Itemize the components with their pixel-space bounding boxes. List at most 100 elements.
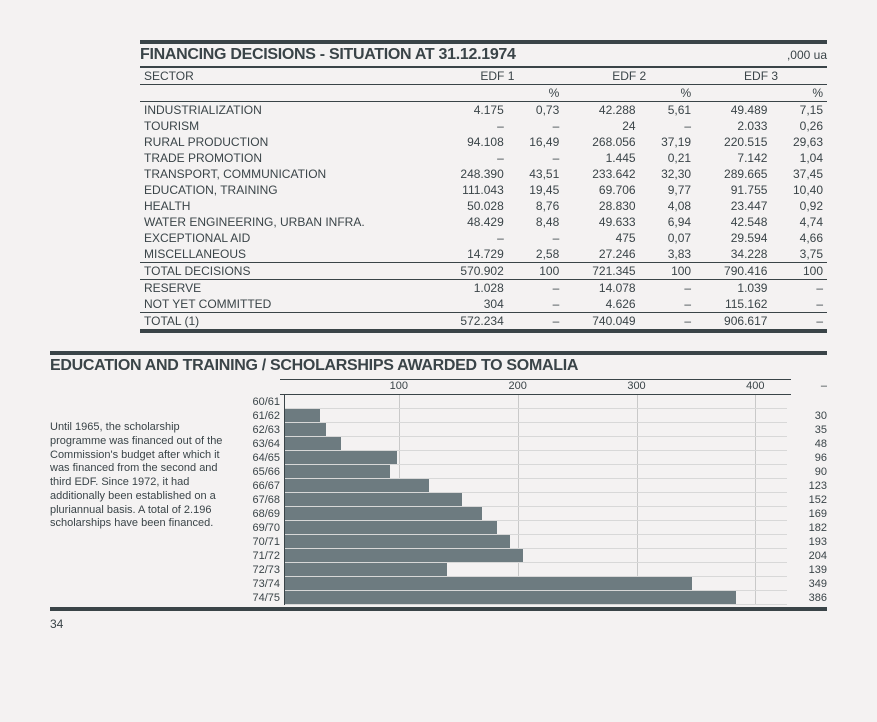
table-row: TRANSPORT, COMMUNICATION 248.39043,51 23… bbox=[140, 166, 827, 182]
cell: 48.429 bbox=[431, 214, 507, 230]
bar-fill bbox=[285, 409, 320, 422]
bar-value: 90 bbox=[787, 465, 827, 479]
bar-fill bbox=[285, 465, 390, 478]
table-row: HEALTH 50.0288,76 28.8304,08 23.4470,92 bbox=[140, 198, 827, 214]
cell: 50.028 bbox=[431, 198, 507, 214]
row-label: EDUCATION, TRAINING bbox=[140, 182, 431, 198]
axis-tick: 400 bbox=[746, 380, 764, 392]
cell: 69.706 bbox=[563, 182, 639, 198]
cell: 906.617 bbox=[695, 313, 771, 329]
cell: – bbox=[431, 230, 507, 246]
bar-value: 169 bbox=[787, 507, 827, 521]
cell: 0,73 bbox=[508, 102, 564, 118]
row-label: RESERVE bbox=[140, 280, 431, 296]
row-label: TOURISM bbox=[140, 118, 431, 134]
chart-axis: 100200300400 bbox=[280, 379, 791, 395]
finance-table-wrap: SECTOR EDF 1 EDF 2 EDF 3 % % % INDUSTRIA… bbox=[140, 68, 827, 333]
cell: – bbox=[771, 296, 827, 312]
cell: 29,63 bbox=[771, 134, 827, 150]
col-sector: SECTOR bbox=[140, 68, 431, 84]
bar-year: 73/74 bbox=[240, 577, 285, 591]
axis-tick: 200 bbox=[508, 380, 526, 392]
table-row: TOURISM –– 24– 2.0330,26 bbox=[140, 118, 827, 134]
bar-track bbox=[285, 521, 787, 535]
bar-year: 74/75 bbox=[240, 591, 285, 605]
row-label: TOTAL DECISIONS bbox=[140, 263, 431, 279]
table-row: MISCELLANEOUS 14.7292,58 27.2463,83 34.2… bbox=[140, 246, 827, 262]
cell: 24 bbox=[563, 118, 639, 134]
bar-track bbox=[285, 423, 787, 437]
bar-value: 204 bbox=[787, 549, 827, 563]
row-label: TRADE PROMOTION bbox=[140, 150, 431, 166]
bar-row: 61/62 30 bbox=[240, 409, 827, 423]
chart-section: EDUCATION AND TRAINING / SCHOLARSHIPS AW… bbox=[50, 351, 827, 611]
bar-track bbox=[285, 563, 787, 577]
cell: 100 bbox=[508, 263, 564, 279]
cell: – bbox=[640, 313, 696, 329]
row-label: MISCELLANEOUS bbox=[140, 246, 431, 262]
cell: – bbox=[508, 313, 564, 329]
bar-row: 65/66 90 bbox=[240, 465, 827, 479]
cell: 4.175 bbox=[431, 102, 507, 118]
bar-fill bbox=[285, 507, 482, 520]
cell: 23.447 bbox=[695, 198, 771, 214]
bar-fill bbox=[285, 423, 326, 436]
cell: 1.039 bbox=[695, 280, 771, 296]
cell: 49.489 bbox=[695, 102, 771, 118]
bar-track bbox=[285, 591, 787, 605]
row-label: TRANSPORT, COMMUNICATION bbox=[140, 166, 431, 182]
bar-track bbox=[285, 409, 787, 423]
cell: 100 bbox=[771, 263, 827, 279]
row-label: INDUSTRIALIZATION bbox=[140, 102, 431, 118]
bar-track bbox=[285, 451, 787, 465]
cell: – bbox=[640, 118, 696, 134]
chart-title: EDUCATION AND TRAINING / SCHOLARSHIPS AW… bbox=[50, 357, 827, 375]
table-title: FINANCING DECISIONS - SITUATION AT 31.12… bbox=[140, 46, 516, 64]
cell: 304 bbox=[431, 296, 507, 312]
bar-fill bbox=[285, 479, 429, 492]
cell: 111.043 bbox=[431, 182, 507, 198]
bar-year: 63/64 bbox=[240, 437, 285, 451]
bar-value: 193 bbox=[787, 535, 827, 549]
cell: 3,83 bbox=[640, 246, 696, 262]
cell: – bbox=[508, 118, 564, 134]
row-label: HEALTH bbox=[140, 198, 431, 214]
cell: 4,66 bbox=[771, 230, 827, 246]
bar-row: 72/73 139 bbox=[240, 563, 827, 577]
bar-row: 62/63 35 bbox=[240, 423, 827, 437]
bar-fill bbox=[285, 437, 341, 450]
cell: 248.390 bbox=[431, 166, 507, 182]
cell: 28.830 bbox=[563, 198, 639, 214]
cell: – bbox=[431, 150, 507, 166]
bar-row: 67/68 152 bbox=[240, 493, 827, 507]
bar-fill bbox=[285, 521, 497, 534]
cell: 1.028 bbox=[431, 280, 507, 296]
cell: 16,49 bbox=[508, 134, 564, 150]
cell: 0,26 bbox=[771, 118, 827, 134]
cell: 10,40 bbox=[771, 182, 827, 198]
bar-fill bbox=[285, 549, 523, 562]
not-committed-row: NOT YET COMMITTED 304– 4.626– 115.162– bbox=[140, 296, 827, 312]
bar-row: 63/64 48 bbox=[240, 437, 827, 451]
cell: 475 bbox=[563, 230, 639, 246]
bar-year: 71/72 bbox=[240, 549, 285, 563]
bar-value: 139 bbox=[787, 563, 827, 577]
bar-fill bbox=[285, 591, 736, 604]
bar-year: 70/71 bbox=[240, 535, 285, 549]
cell: 289.665 bbox=[695, 166, 771, 182]
axis-right-dash: – bbox=[791, 379, 827, 395]
cell: 43,51 bbox=[508, 166, 564, 182]
cell: – bbox=[771, 280, 827, 296]
bar-year: 66/67 bbox=[240, 479, 285, 493]
col-edf1: EDF 1 bbox=[431, 68, 563, 84]
bar-fill bbox=[285, 577, 692, 590]
bar-fill bbox=[285, 493, 462, 506]
cell: 7,15 bbox=[771, 102, 827, 118]
axis-tick: 300 bbox=[627, 380, 645, 392]
cell: 7.142 bbox=[695, 150, 771, 166]
bar-track bbox=[285, 395, 787, 409]
bar-track bbox=[285, 465, 787, 479]
cell: 0,92 bbox=[771, 198, 827, 214]
page-number: 34 bbox=[50, 617, 827, 631]
reserve-row: RESERVE 1.028– 14.078– 1.039– bbox=[140, 280, 827, 296]
